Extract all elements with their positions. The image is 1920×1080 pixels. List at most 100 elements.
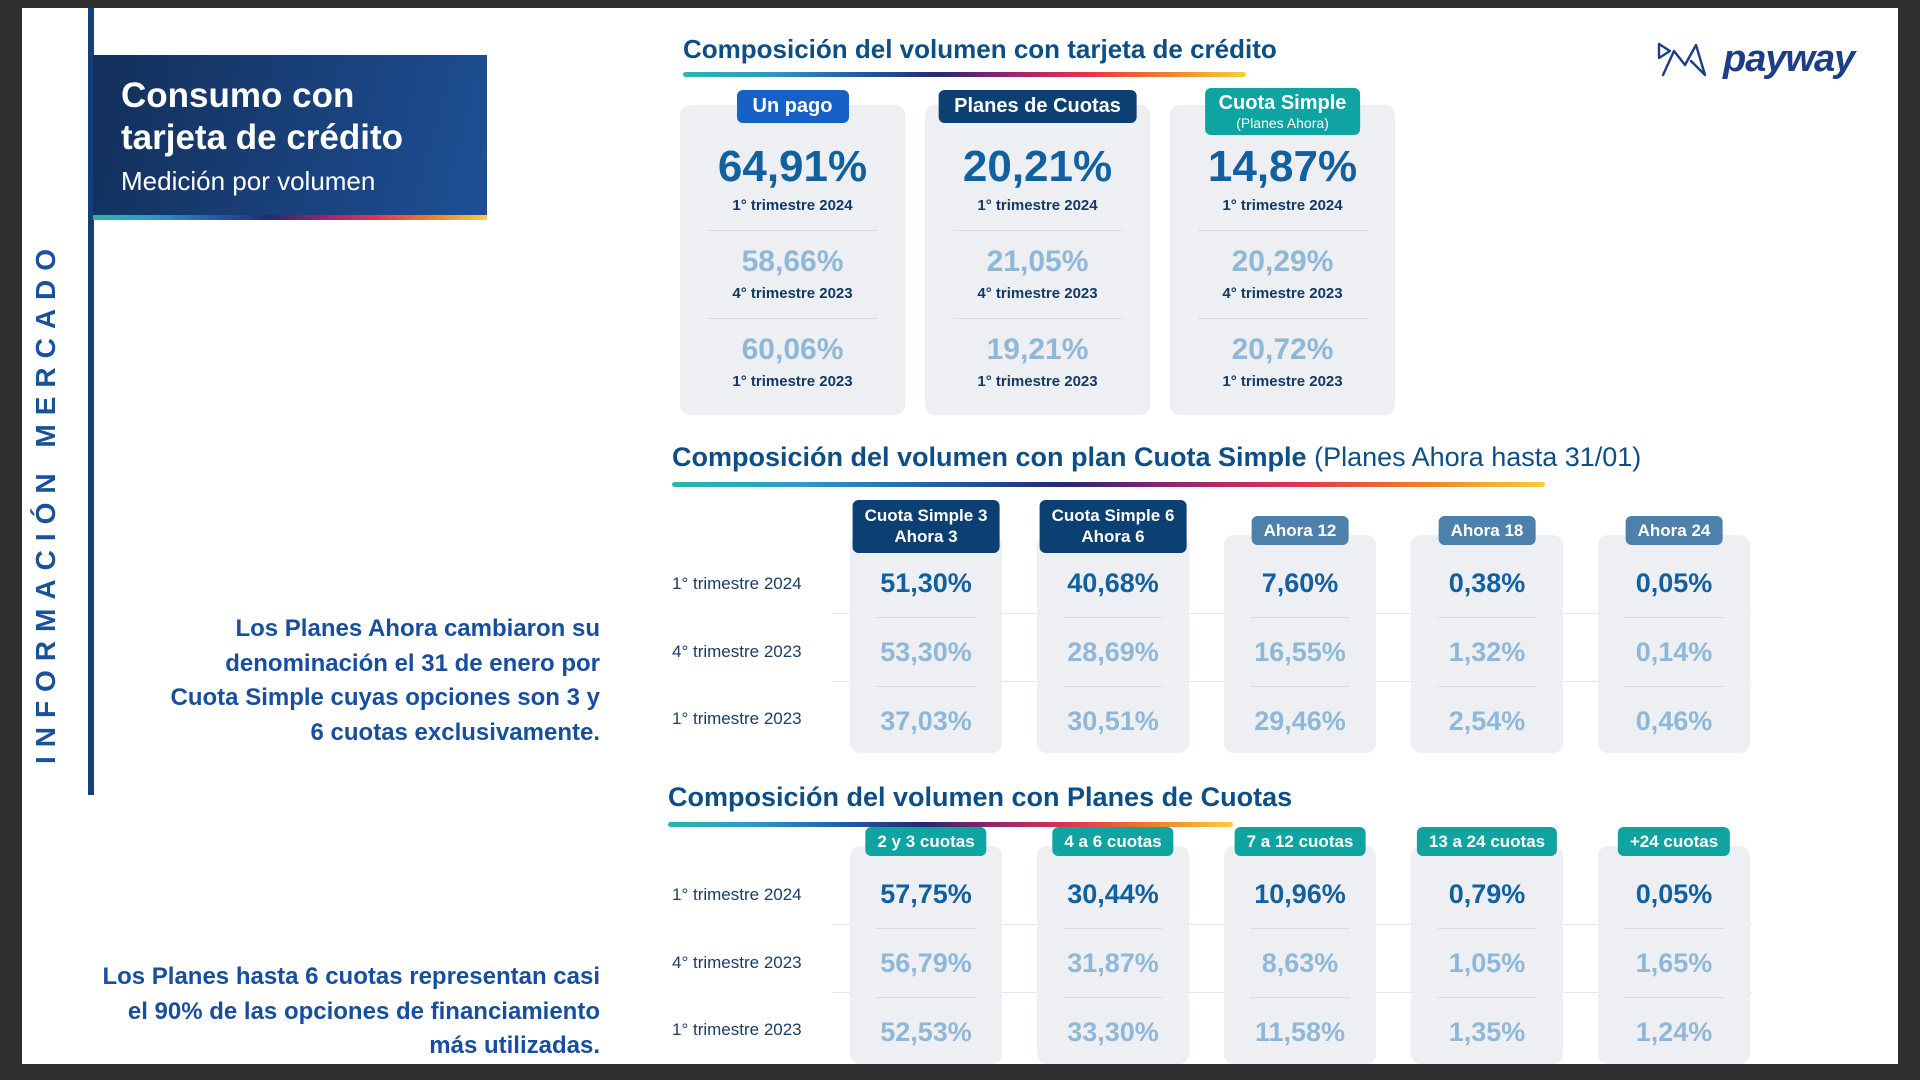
stat-value: 20,29%	[1231, 245, 1334, 278]
divider	[1624, 928, 1724, 929]
payway-logo: payway	[1655, 28, 1885, 90]
stat-value: 40,68%	[1067, 567, 1159, 598]
stat-label: 1° trimestre 2024	[977, 197, 1098, 214]
table-column: 51,30% 53,30% 37,03% Cuota Simple 3 Ahora 3	[850, 500, 1002, 753]
stat-value: 1,24%	[1635, 1016, 1713, 1047]
stat-value: 21,05%	[986, 245, 1089, 278]
stat-label: 1° trimestre 2024	[732, 197, 853, 214]
divider	[1197, 230, 1368, 231]
stat-label: 1° trimestre 2023	[977, 373, 1098, 390]
section3-table: 1° trimestre 2024 4° trimestre 2023 1° tri…	[672, 811, 1774, 1064]
column-badge-label: Cuota Simple 3	[864, 506, 988, 525]
stat-value: 1,65%	[1635, 947, 1713, 978]
title-gradient-rule	[93, 215, 487, 220]
section3-title: Composición del volumen con Planes de Cu…	[668, 782, 1292, 813]
table-column: 40,68% 28,69% 30,51% Cuota Simple 6 Ahora 6	[1037, 500, 1189, 753]
column-badge-label: 4 a 6 cuotas	[1064, 832, 1162, 851]
table-column: 57,75% 56,79% 52,53% 2 y 3 cuotas	[850, 811, 1002, 1064]
stat-value: 0,46%	[1635, 705, 1713, 736]
column-card: 40,68% 28,69% 30,51%	[1037, 535, 1189, 753]
column-card: 0,38% 1,32% 2,54%	[1411, 535, 1563, 753]
stat-value: 0,05%	[1635, 567, 1713, 598]
section3-gradient-rule	[668, 822, 1233, 827]
stat-label: 4° trimestre 2023	[732, 285, 853, 302]
column-badge-label: 7 a 12 cuotas	[1246, 832, 1354, 851]
note-planes-6-cuotas: Los Planes hasta 6 cuotas representan ca…	[102, 963, 600, 1059]
column-badge-label: Ahora 24	[1637, 521, 1711, 540]
card-badge-label: Un pago	[752, 95, 833, 117]
column-badge: Cuota Simple 6 Ahora 6	[1039, 500, 1187, 553]
divider	[1250, 997, 1350, 998]
note-cuota-simple: Los Planes Ahora cambiaron su denominaci…	[170, 615, 600, 746]
stat-value: 0,14%	[1635, 636, 1713, 667]
column-card: 7,60% 16,55% 29,46%	[1224, 535, 1376, 753]
column-badge: Ahora 12	[1251, 516, 1349, 546]
divider	[1063, 997, 1163, 998]
stat-value: 2,54%	[1448, 705, 1526, 736]
column-card: 51,30% 53,30% 37,03%	[850, 535, 1002, 753]
column-card: 57,75% 56,79% 52,53%	[850, 846, 1002, 1064]
stat-label: 4° trimestre 2023	[977, 285, 1098, 302]
stat-label: 1° trimestre 2023	[1222, 373, 1343, 390]
stat-value: 1,32%	[1448, 636, 1526, 667]
divider	[1624, 617, 1724, 618]
row-label: 1° trimestre 2024	[672, 885, 802, 904]
stat-value: 14,87%	[1207, 142, 1358, 191]
column-badge: 7 a 12 cuotas	[1234, 827, 1366, 857]
stat-value: 51,30%	[880, 567, 972, 598]
row-label: 4° trimestre 2023	[672, 642, 802, 661]
divider	[707, 230, 878, 231]
section1-gradient-rule	[683, 72, 1246, 77]
summary-card: 14,87% 1° trimestre 2024 20,29% 4° trimestr…	[1170, 88, 1395, 430]
divider	[1437, 997, 1537, 998]
section2-title-regular: (Planes Ahora hasta 31/01)	[1306, 442, 1642, 472]
column-badge-label: Cuota Simple 6	[1051, 506, 1175, 525]
column-badge-label: Ahora 6	[1081, 527, 1145, 547]
stat-label: 1° trimestre 2024	[1222, 197, 1343, 214]
stat-value: 0,05%	[1635, 878, 1713, 909]
table-column: 0,05% 0,14% 0,46% Ahora 24	[1598, 500, 1750, 753]
stat-value: 10,96%	[1254, 878, 1346, 909]
card-badge-sublabel: (Planes Ahora)	[1236, 115, 1329, 131]
payway-wordmark: payway	[1723, 37, 1855, 80]
stat-label: 4° trimestre 2023	[1222, 285, 1343, 302]
column-badge: 4 a 6 cuotas	[1052, 827, 1174, 857]
column-badge: +24 cuotas	[1617, 827, 1731, 857]
title-box: Consumo con tarjeta de crédito Medición …	[93, 55, 487, 220]
summary-card-body: 64,91% 1° trimestre 2024 58,66% 4° trimestr…	[680, 105, 905, 415]
divider	[707, 318, 878, 319]
stat-label: 1° trimestre 2023	[732, 373, 853, 390]
column-badge-label: Ahora 18	[1450, 521, 1524, 540]
stat-value: 11,58%	[1254, 1016, 1346, 1047]
divider	[1063, 928, 1163, 929]
section2-title-bold: Composición del volumen con plan Cuota S…	[672, 442, 1307, 472]
divider	[1250, 617, 1350, 618]
divider	[952, 318, 1123, 319]
card-badge: Un pago	[736, 90, 849, 123]
stat-value: 19,21%	[986, 333, 1089, 366]
section2-title: Composición del volumen con plan Cuota S…	[672, 442, 1641, 473]
page-subtitle: Medición por volumen	[121, 166, 376, 196]
section3-title-bold: Composición del volumen con Planes de Cu…	[668, 782, 1293, 812]
left-accent-line	[88, 8, 94, 795]
divider	[1624, 686, 1724, 687]
summary-card-body: 14,87% 1° trimestre 2024 20,29% 4° trimestr…	[1170, 105, 1395, 415]
summary-card: 64,91% 1° trimestre 2024 58,66% 4° trimestr…	[680, 90, 905, 430]
column-card: 0,79% 1,05% 1,35%	[1411, 846, 1563, 1064]
stat-value: 0,38%	[1448, 567, 1526, 598]
divider	[1250, 686, 1350, 687]
payway-mark-icon	[1657, 42, 1707, 77]
stat-value: 20,72%	[1231, 333, 1334, 366]
section2-gradient-rule	[672, 482, 1545, 487]
stat-value: 52,53%	[880, 1016, 972, 1047]
stat-value: 1,35%	[1448, 1016, 1526, 1047]
table-column: 0,38% 1,32% 2,54% Ahora 18	[1411, 500, 1563, 753]
summary-card: 20,21% 1° trimestre 2024 21,05% 4° trimestr…	[925, 90, 1150, 430]
stat-value: 31,87%	[1067, 947, 1159, 978]
card-badge: Planes de Cuotas	[938, 90, 1137, 123]
divider	[876, 997, 976, 998]
stat-value: 37,03%	[880, 705, 972, 736]
stat-value: 16,55%	[1254, 636, 1346, 667]
stat-value: 29,46%	[1254, 705, 1346, 736]
row-label: 1° trimestre 2024	[672, 574, 802, 593]
